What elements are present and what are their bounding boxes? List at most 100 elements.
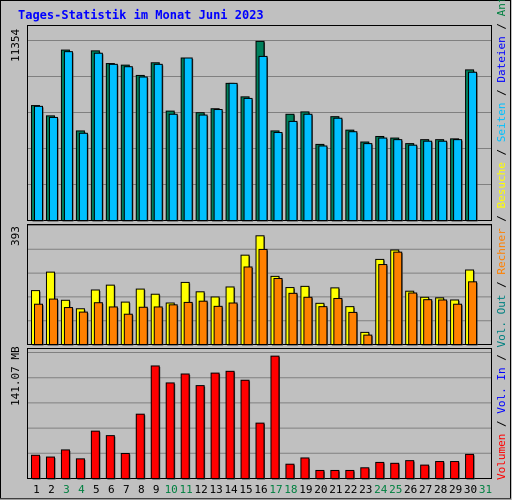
- requests-bar-dateien-day-11: [183, 57, 193, 222]
- visits-bar-rechner-day-20: [318, 306, 328, 345]
- x-tick-label: 4: [78, 483, 85, 496]
- visits-bar-rechner-day-15: [243, 266, 253, 345]
- volume-bar-volumen-day-22: [345, 469, 355, 479]
- volume-bar-volumen-day-2: [45, 456, 55, 480]
- legend-segment: /: [495, 414, 508, 434]
- visits-y-max-label: 393: [9, 226, 22, 246]
- volume-bar-volumen-day-19: [300, 457, 310, 479]
- legend-segment: Vol. Out: [495, 295, 508, 348]
- chart-panels: [27, 25, 492, 480]
- legend-segment: /: [495, 348, 508, 368]
- volume-bar-volumen-day-17: [270, 355, 280, 480]
- x-tick-label: 21: [329, 483, 342, 496]
- requests-bar-dateien-day-10: [168, 113, 178, 221]
- requests-panel: [27, 25, 492, 222]
- visits-bar-rechner-day-23: [363, 334, 373, 345]
- legend-segment: Seiten: [495, 102, 508, 142]
- x-tick-label: 1: [33, 483, 40, 496]
- volume-bar-volumen-day-14: [225, 370, 235, 479]
- volume-bar-volumen-day-9: [150, 365, 160, 479]
- volume-bar-volumen-day-23: [360, 467, 370, 480]
- visits-bar-rechner-day-9: [153, 306, 163, 345]
- legend-segment: Rechner: [495, 228, 508, 275]
- x-tick-label: 26: [404, 483, 417, 496]
- visits-bar-rechner-day-14: [228, 302, 238, 345]
- volume-y-max-label: 141.07 MB: [9, 346, 22, 406]
- requests-bar-dateien-day-9: [153, 63, 163, 221]
- x-tick-label: 2: [48, 483, 55, 496]
- visits-bar-rechner-day-16: [258, 248, 268, 345]
- requests-bar-dateien-day-1: [34, 105, 43, 221]
- visits-bar-rechner-day-12: [198, 300, 208, 345]
- x-tick-label: 19: [299, 483, 312, 496]
- requests-bar-dateien-day-5: [93, 52, 103, 221]
- x-tick-label: 12: [195, 483, 208, 496]
- volume-bar-volumen-day-27: [420, 464, 430, 479]
- requests-bar-dateien-day-6: [108, 63, 118, 221]
- visits-bar-rechner-day-17: [273, 277, 283, 345]
- visits-bar-rechner-day-22: [348, 311, 358, 346]
- visits-bar-rechner-day-8: [138, 306, 148, 346]
- requests-bar-dateien-day-27: [423, 140, 433, 222]
- requests-bar-dateien-day-4: [78, 132, 88, 221]
- legend-segment: /: [495, 275, 508, 295]
- requests-y-max-label: 11354: [9, 29, 22, 62]
- requests-bar-dateien-day-30: [468, 71, 478, 222]
- legend-segment: Anfragen: [495, 0, 508, 16]
- visits-panel: [27, 224, 492, 346]
- requests-bar-dateien-day-26: [408, 144, 418, 221]
- x-tick-label: 10: [165, 483, 178, 496]
- x-tick-label: 14: [224, 483, 238, 496]
- x-tick-label: 29: [449, 483, 462, 496]
- visits-bar-rechner-day-26: [408, 292, 418, 345]
- requests-bar-dateien-day-22: [348, 131, 358, 221]
- x-tick-label: 17: [269, 483, 282, 496]
- volume-bar-volumen-day-29: [450, 461, 460, 479]
- legend-segment: Dateien: [495, 36, 508, 82]
- legend-segment: Volumen: [495, 434, 508, 480]
- x-tick-label: 11: [180, 483, 193, 496]
- requests-bar-dateien-day-16: [258, 55, 268, 222]
- visits-bar-rechner-day-4: [78, 311, 88, 345]
- x-tick-label: 7: [123, 483, 130, 496]
- visits-bar-rechner-day-6: [108, 306, 118, 345]
- requests-bar-dateien-day-7: [123, 66, 133, 221]
- volume-bar-volumen-day-30: [465, 453, 475, 479]
- x-tick-label: 25: [389, 483, 402, 496]
- x-tick-label: 27: [419, 483, 432, 496]
- requests-bar-dateien-day-19: [303, 113, 313, 221]
- volume-bar-volumen-day-24: [375, 461, 385, 480]
- requests-bar-dateien-day-24: [378, 137, 388, 221]
- visits-bar-rechner-day-10: [168, 304, 178, 346]
- x-tick-label: 9: [153, 483, 160, 496]
- volume-bar-volumen-day-18: [285, 463, 295, 480]
- requests-bar-dateien-day-21: [333, 117, 343, 221]
- volume-bar-volumen-day-8: [135, 413, 145, 479]
- chart-title: Tages-Statistik im Monat Juni 2023: [18, 8, 264, 22]
- volume-bar-volumen-day-7: [120, 452, 130, 480]
- legend-segment: /: [495, 208, 508, 228]
- x-tick-label: 31: [479, 483, 492, 496]
- visits-bar-rechner-day-29: [453, 303, 463, 345]
- volume-bar-volumen-day-13: [210, 372, 220, 480]
- visits-bar-rechner-day-11: [183, 301, 193, 346]
- visits-bar-rechner-day-19: [303, 296, 313, 346]
- volume-bar-volumen-day-26: [405, 460, 415, 480]
- requests-bar-dateien-day-25: [393, 139, 403, 221]
- volume-bar-volumen-day-5: [90, 430, 100, 480]
- volume-bar-volumen-day-12: [195, 385, 205, 480]
- requests-bar-dateien-day-8: [138, 76, 148, 221]
- volume-bar-volumen-day-28: [435, 461, 445, 479]
- x-tick-label: 16: [254, 483, 267, 496]
- requests-bar-dateien-day-23: [363, 143, 373, 221]
- x-tick-label: 23: [359, 483, 372, 496]
- requests-bar-dateien-day-17: [273, 132, 283, 221]
- volume-bar-volumen-day-21: [330, 469, 340, 479]
- x-tick-label: 20: [314, 483, 327, 496]
- series-legend: Volumen / Vol. In / Vol. Out / Rechner /…: [495, 0, 508, 480]
- visits-bar-rechner-day-5: [93, 302, 103, 346]
- requests-bar-dateien-day-28: [438, 140, 448, 222]
- x-tick-label: 15: [239, 483, 252, 496]
